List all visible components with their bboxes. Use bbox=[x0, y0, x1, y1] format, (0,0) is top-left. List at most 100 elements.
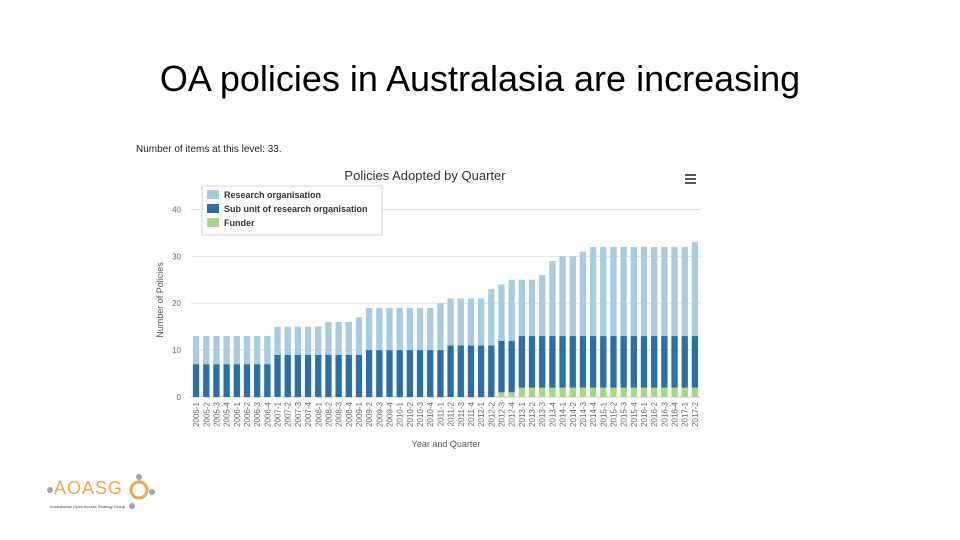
bar-segment[interactable] bbox=[325, 354, 332, 397]
bar-segment[interactable] bbox=[396, 307, 403, 351]
bar-segment[interactable] bbox=[671, 336, 678, 388]
bar-segment[interactable] bbox=[661, 336, 668, 388]
bar-segment[interactable] bbox=[569, 256, 576, 337]
bar-segment[interactable] bbox=[274, 326, 281, 355]
bar-segment[interactable] bbox=[345, 354, 352, 397]
bar-segment[interactable] bbox=[508, 392, 515, 397]
bar-segment[interactable] bbox=[640, 336, 648, 388]
bar-segment[interactable] bbox=[437, 303, 444, 351]
bar-segment[interactable] bbox=[579, 251, 587, 337]
chart-legend[interactable]: Research organisation Sub unit of researc… bbox=[201, 185, 383, 236]
bar-segment[interactable] bbox=[304, 354, 312, 397]
bar-segment[interactable] bbox=[691, 387, 699, 397]
bar-segment[interactable] bbox=[457, 345, 464, 397]
bar-segment[interactable] bbox=[284, 326, 291, 355]
legend-label[interactable]: Funder bbox=[224, 218, 255, 228]
bar-segment[interactable] bbox=[610, 246, 617, 337]
bar-segment[interactable] bbox=[579, 387, 587, 397]
bar-segment[interactable] bbox=[213, 336, 220, 365]
bar-segment[interactable] bbox=[620, 336, 627, 388]
bar-segment[interactable] bbox=[528, 279, 536, 337]
bar-segment[interactable] bbox=[661, 387, 668, 397]
bar-segment[interactable] bbox=[498, 284, 505, 341]
bar-segment[interactable] bbox=[600, 387, 607, 397]
bar-segment[interactable] bbox=[539, 387, 546, 397]
bar-segment[interactable] bbox=[651, 246, 658, 337]
bar-segment[interactable] bbox=[528, 387, 536, 397]
bar-segment[interactable] bbox=[233, 336, 240, 365]
bar-segment[interactable] bbox=[549, 261, 556, 337]
bar-segment[interactable] bbox=[223, 336, 230, 365]
bar-segment[interactable] bbox=[447, 345, 454, 397]
bar-segment[interactable] bbox=[427, 350, 434, 397]
bar-segment[interactable] bbox=[457, 298, 464, 346]
bar-segment[interactable] bbox=[691, 242, 699, 337]
bar-segment[interactable] bbox=[539, 336, 546, 388]
bar-segment[interactable] bbox=[681, 246, 688, 337]
bar-segment[interactable] bbox=[600, 336, 607, 388]
bar-segment[interactable] bbox=[386, 350, 393, 397]
bar-segment[interactable] bbox=[620, 246, 627, 337]
bar-segment[interactable] bbox=[264, 336, 271, 365]
bar-segment[interactable] bbox=[477, 298, 485, 346]
bar-segment[interactable] bbox=[559, 256, 566, 337]
bar-segment[interactable] bbox=[203, 364, 210, 397]
bar-segment[interactable] bbox=[589, 246, 597, 337]
legend-swatch[interactable] bbox=[207, 204, 219, 213]
bar-segment[interactable] bbox=[294, 326, 302, 355]
bar-segment[interactable] bbox=[376, 350, 383, 397]
bar-segment[interactable] bbox=[610, 336, 617, 388]
bar-segment[interactable] bbox=[508, 279, 515, 341]
hamburger-menu-icon[interactable] bbox=[682, 172, 698, 186]
bar-segment[interactable] bbox=[355, 354, 363, 397]
bar-segment[interactable] bbox=[437, 350, 444, 397]
bar-segment[interactable] bbox=[467, 345, 475, 397]
bar-segment[interactable] bbox=[559, 336, 566, 388]
bar-segment[interactable] bbox=[589, 387, 597, 397]
bar-segment[interactable] bbox=[427, 307, 434, 351]
bar-segment[interactable] bbox=[630, 336, 637, 388]
bar-segment[interactable] bbox=[335, 354, 342, 397]
bar-segment[interactable] bbox=[294, 354, 302, 397]
bar-segment[interactable] bbox=[243, 364, 251, 397]
bar-segment[interactable] bbox=[651, 336, 658, 388]
bar-segment[interactable] bbox=[365, 350, 373, 397]
bar-segment[interactable] bbox=[335, 321, 342, 355]
bar-segment[interactable] bbox=[498, 340, 505, 393]
bar-segment[interactable] bbox=[579, 336, 587, 388]
bar-segment[interactable] bbox=[213, 364, 220, 397]
bar-segment[interactable] bbox=[315, 354, 322, 397]
bar-segment[interactable] bbox=[223, 364, 230, 397]
bar-segment[interactable] bbox=[192, 364, 200, 397]
bar-segment[interactable] bbox=[630, 387, 637, 397]
bar-segment[interactable] bbox=[630, 246, 637, 337]
bar-segment[interactable] bbox=[549, 387, 556, 397]
bar-segment[interactable] bbox=[640, 387, 648, 397]
bar-segment[interactable] bbox=[518, 336, 526, 388]
bar-segment[interactable] bbox=[192, 336, 200, 365]
bar-segment[interactable] bbox=[254, 364, 261, 397]
bar-segment[interactable] bbox=[315, 326, 322, 355]
bar-segment[interactable] bbox=[671, 246, 678, 337]
bar-segment[interactable] bbox=[569, 387, 576, 397]
bar-segment[interactable] bbox=[284, 354, 291, 397]
bar-segment[interactable] bbox=[396, 350, 403, 397]
bar-segment[interactable] bbox=[508, 340, 515, 393]
bar-segment[interactable] bbox=[416, 307, 424, 351]
bar-segment[interactable] bbox=[355, 317, 363, 355]
bar-segment[interactable] bbox=[620, 387, 627, 397]
bar-segment[interactable] bbox=[477, 345, 485, 397]
bar-segment[interactable] bbox=[203, 336, 210, 365]
bar-segment[interactable] bbox=[651, 387, 658, 397]
bar-segment[interactable] bbox=[498, 392, 505, 397]
legend-swatch[interactable] bbox=[207, 190, 219, 199]
bar-segment[interactable] bbox=[325, 321, 332, 355]
bar-segment[interactable] bbox=[559, 387, 566, 397]
legend-swatch[interactable] bbox=[207, 218, 219, 227]
bar-segment[interactable] bbox=[406, 307, 414, 351]
bar-segment[interactable] bbox=[467, 298, 475, 346]
bar-segment[interactable] bbox=[691, 336, 699, 388]
legend-label[interactable]: Sub unit of research organisation bbox=[224, 204, 368, 214]
bar-segment[interactable] bbox=[488, 289, 495, 346]
bar-segment[interactable] bbox=[447, 298, 454, 346]
